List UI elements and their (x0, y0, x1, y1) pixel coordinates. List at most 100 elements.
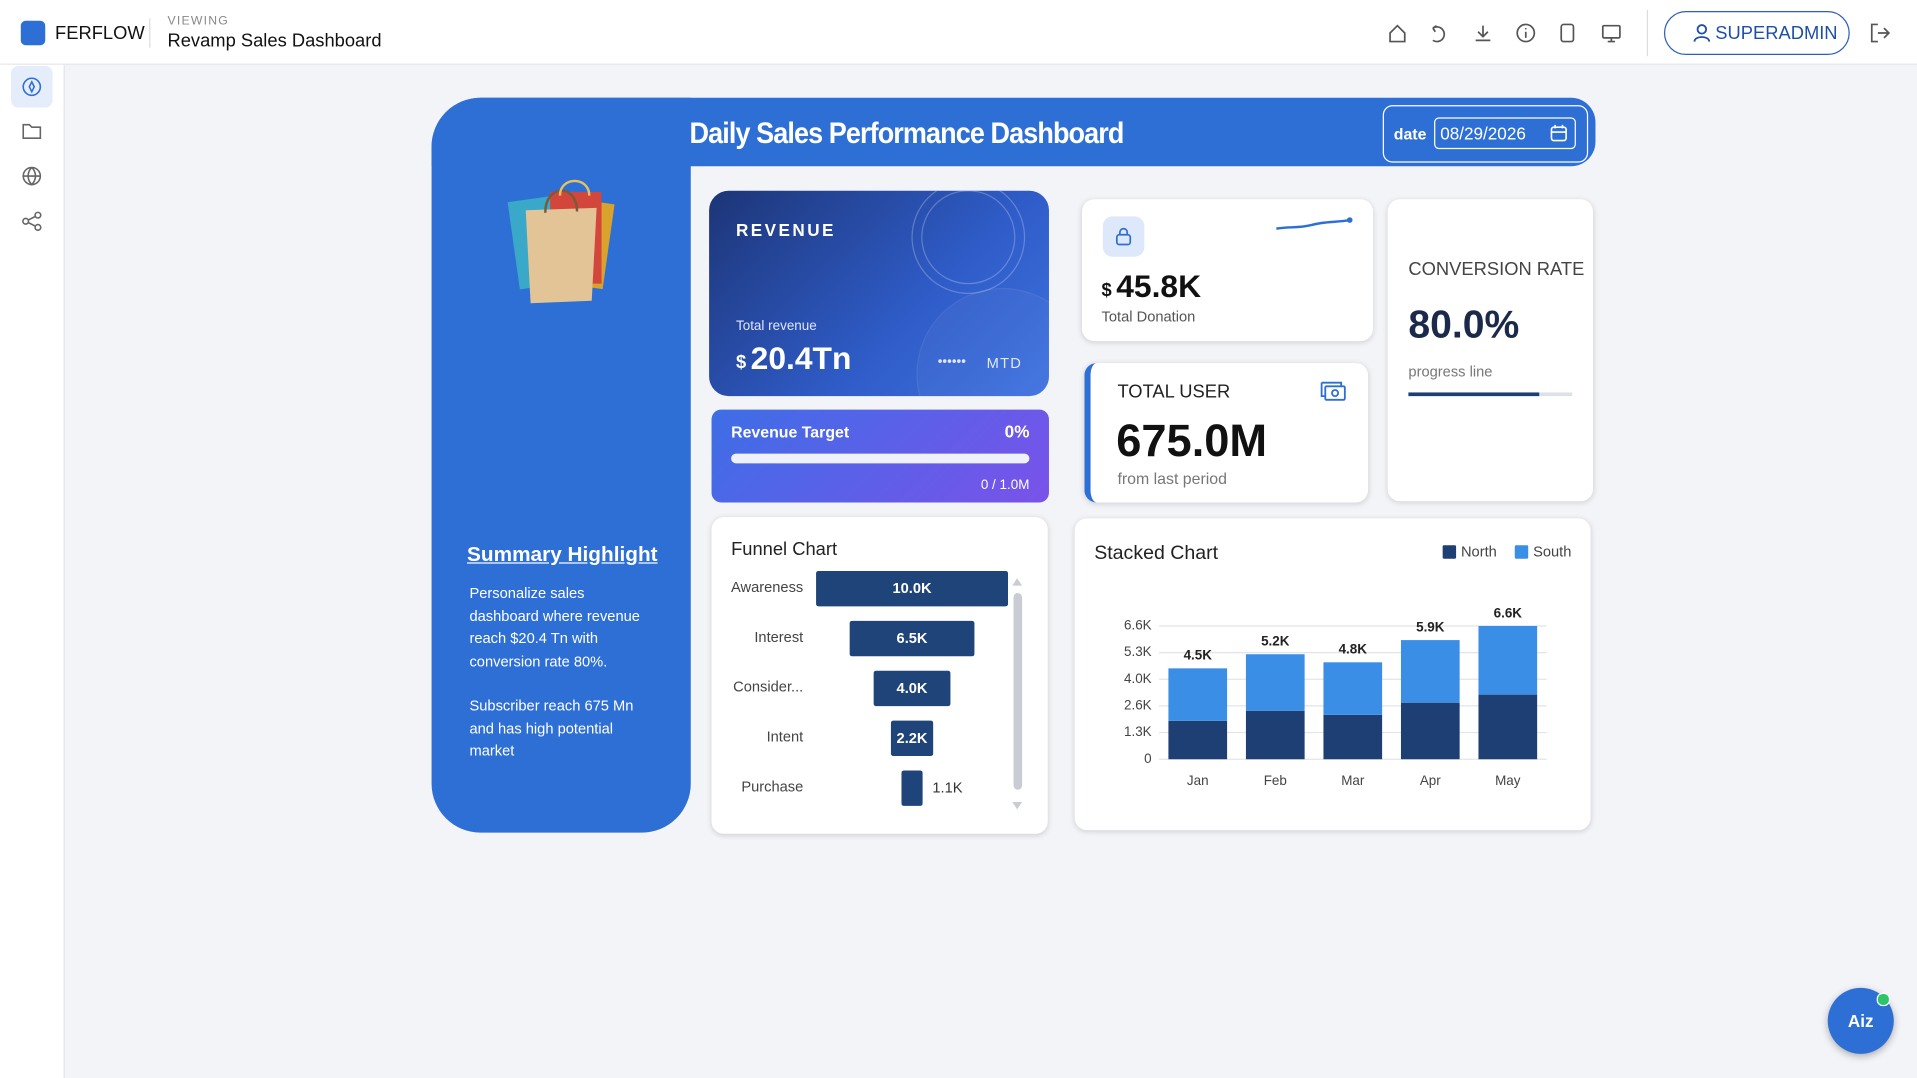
category-label: Consider... (733, 680, 803, 696)
masked-value: •••••• (937, 354, 966, 370)
revenue-card: REVENUE Total revenue $ 20.4Tn •••••• MT… (709, 190, 1049, 397)
y-tick-label: 1.3K (1124, 724, 1152, 739)
total-label: 4.5K (1184, 648, 1213, 663)
dashboard-title: Daily Sales Performance Dashboard (689, 117, 1125, 151)
funnel-bar (849, 620, 975, 657)
funnel-bar (890, 720, 934, 757)
x-tick-label: Jan (1187, 773, 1209, 788)
legend-swatch (1514, 545, 1529, 559)
bar-segment (1168, 668, 1228, 721)
category-label: Intent (767, 730, 804, 746)
total-user-note: from last period (1117, 469, 1227, 488)
target-percent: 0% (1004, 421, 1030, 442)
lock-icon (1115, 227, 1132, 246)
bar-segment (1168, 720, 1228, 760)
refresh-icon[interactable] (1432, 24, 1446, 43)
lock-badge (1102, 216, 1145, 257)
bar-segment (1478, 694, 1538, 760)
total-label: 5.9K (1416, 619, 1445, 634)
summary-paragraph: Personalize sales dashboard where revenu… (469, 584, 640, 670)
home-icon[interactable] (1389, 24, 1406, 43)
x-tick-label: Feb (1264, 773, 1287, 788)
divider (1646, 9, 1649, 57)
date-value: 08/29/2026 (1440, 123, 1526, 144)
conversion-label: CONVERSION RATE (1408, 259, 1585, 280)
value-label: 4.0K (897, 681, 928, 697)
user-button[interactable]: SUPERADMIN (1663, 11, 1850, 56)
date-label: date (1393, 124, 1427, 144)
legend-label: North (1461, 544, 1497, 560)
calendar-icon[interactable] (1550, 124, 1567, 142)
decor-circles (911, 190, 1049, 397)
dashboard-name: Revamp Sales Dashboard (167, 30, 382, 52)
nav-icons[interactable] (0, 65, 64, 248)
bar-segment (1400, 640, 1460, 703)
category-label: Awareness (731, 580, 803, 596)
funnel-bar (816, 570, 1009, 607)
total-label: 6.6K (1494, 605, 1523, 620)
target-progress: 0 / 1.0M (980, 478, 1030, 493)
sidebar (0, 64, 65, 1078)
period: MTD (986, 354, 1023, 372)
bar-segment (1245, 710, 1305, 760)
funnel-bar (901, 770, 923, 806)
assistant-button[interactable]: Aiz (1827, 987, 1894, 1054)
scrollbar[interactable] (1013, 592, 1023, 790)
value-label: 6.5K (897, 631, 928, 647)
y-tick-label: 4.0K (1124, 671, 1152, 686)
info-icon[interactable] (1516, 23, 1536, 43)
summary-text: Personalize sales dashboard where revenu… (469, 582, 640, 762)
toolbar-icons[interactable] (1382, 17, 1627, 49)
value-label: 1.1K (932, 781, 962, 797)
y-tick-label: 6.6K (1124, 618, 1152, 633)
bar-segment (1245, 654, 1305, 711)
y-tick-label: 0 (1144, 751, 1151, 766)
total-label: 5.2K (1261, 634, 1290, 649)
download-icon[interactable] (1475, 25, 1491, 42)
nav-active[interactable] (11, 66, 53, 108)
donation-value: 45.8K (1116, 267, 1202, 305)
summary-title: Summary Highlight (467, 542, 658, 567)
revenue-sub-label: Total revenue (735, 319, 817, 334)
chart-title: Stacked Chart (1094, 542, 1218, 564)
divider (149, 18, 151, 48)
total-user-value: 675.0M (1116, 415, 1268, 466)
tablet-icon[interactable] (1560, 23, 1575, 43)
currency: $ (735, 352, 747, 373)
x-tick-label: May (1495, 773, 1521, 788)
total-user-card: TOTAL USER 675.0M from last period (1084, 363, 1369, 503)
donation-card: $ 45.8K Total Donation (1081, 199, 1373, 342)
revenue-label: REVENUE (735, 220, 836, 240)
chart-title: Funnel Chart (731, 538, 837, 559)
conversion-value: 80.0% (1408, 301, 1520, 346)
bar-segment (1323, 662, 1383, 715)
y-tick-label: 5.3K (1124, 644, 1152, 659)
x-tick-label: Mar (1341, 773, 1365, 788)
revenue-target-card: Revenue Target 0% 0 / 1.0M (711, 409, 1049, 503)
date-input[interactable]: 08/29/2026 (1434, 117, 1576, 150)
progress-track (1408, 392, 1573, 397)
viewing-label: VIEWING (167, 14, 230, 29)
legend-swatch (1442, 545, 1457, 559)
target-label: Revenue Target (731, 423, 850, 442)
top-bar: FERFLOW VIEWING Revamp Sales Dashboard S… (0, 0, 1917, 65)
logo[interactable] (20, 20, 46, 46)
cash-icon (1320, 381, 1346, 401)
revenue-value: 20.4Tn (750, 339, 852, 377)
brand: FERFLOW (55, 23, 145, 45)
bar-segment (1478, 625, 1538, 695)
x-tick-label: Apr (1420, 773, 1441, 788)
logout-icon[interactable] (1869, 22, 1891, 44)
donation-label: Total Donation (1101, 308, 1196, 326)
status-dot (1876, 992, 1891, 1007)
funnel-bar (873, 670, 951, 707)
total-user-label: TOTAL USER (1117, 381, 1231, 403)
summary-paragraph: Subscriber reach 675 Mn and has high pot… (469, 696, 634, 760)
category-label: Interest (754, 630, 803, 646)
y-tick-label: 2.6K (1124, 697, 1152, 712)
conversion-note: progress line (1408, 363, 1493, 381)
category-label: Purchase (741, 779, 803, 795)
bar-segment (1323, 714, 1383, 760)
